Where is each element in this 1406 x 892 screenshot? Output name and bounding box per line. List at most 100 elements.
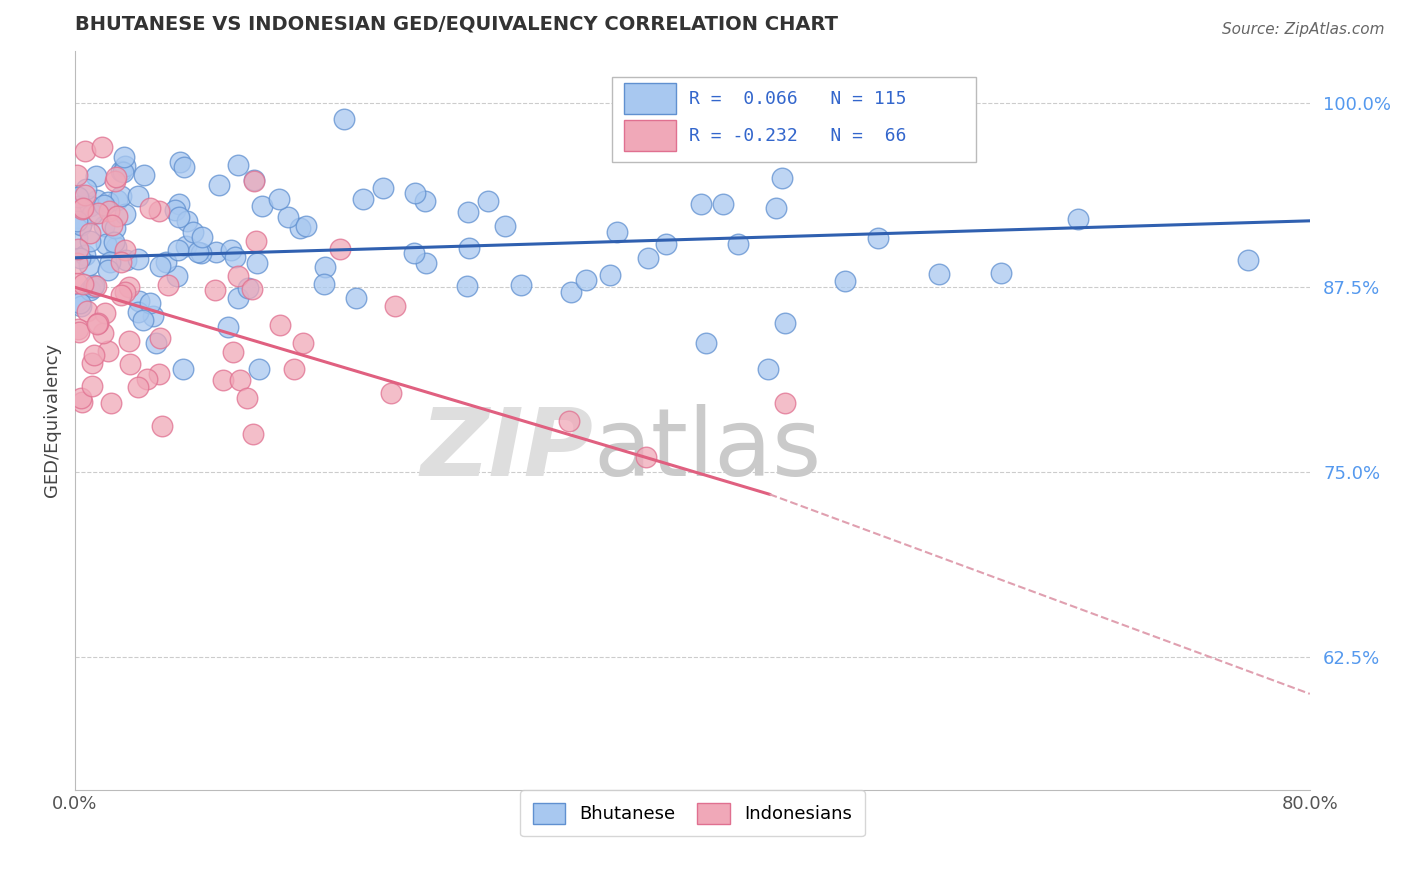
Point	[105, 209, 128, 223]
Text: atlas: atlas	[593, 404, 823, 496]
Point	[226, 291, 249, 305]
Point	[352, 192, 374, 206]
Point	[250, 199, 273, 213]
Point	[606, 225, 628, 239]
Point	[149, 259, 172, 273]
Point	[166, 269, 188, 284]
Point	[205, 245, 228, 260]
Point	[72, 202, 94, 217]
Point	[269, 318, 291, 332]
Point	[243, 173, 266, 187]
Point	[77, 258, 100, 272]
Point	[1237, 252, 1260, 267]
Point	[226, 269, 249, 284]
Point	[240, 282, 263, 296]
Point	[145, 336, 167, 351]
Point	[344, 291, 367, 305]
Point	[765, 201, 787, 215]
Point	[456, 279, 478, 293]
Point	[79, 234, 101, 248]
Point	[727, 237, 749, 252]
Point	[73, 248, 96, 262]
Text: BHUTANESE VS INDONESIAN GED/EQUIVALENCY CORRELATION CHART: BHUTANESE VS INDONESIAN GED/EQUIVALENCY …	[75, 15, 838, 34]
Point	[167, 243, 190, 257]
Point	[127, 252, 149, 266]
Point	[558, 414, 581, 428]
Point	[235, 391, 257, 405]
Point	[67, 322, 90, 336]
Point	[415, 255, 437, 269]
Point	[127, 305, 149, 319]
Point	[118, 357, 141, 371]
Point	[128, 293, 150, 308]
FancyBboxPatch shape	[612, 77, 976, 161]
Point	[773, 395, 796, 409]
Point	[103, 235, 125, 249]
Point	[135, 372, 157, 386]
Point	[94, 306, 117, 320]
Point	[695, 336, 717, 351]
Point	[118, 334, 141, 348]
Point	[73, 144, 96, 158]
Point	[384, 299, 406, 313]
Point	[155, 255, 177, 269]
Point	[773, 316, 796, 330]
Text: Source: ZipAtlas.com: Source: ZipAtlas.com	[1222, 22, 1385, 37]
Point	[457, 205, 479, 219]
Point	[380, 385, 402, 400]
Point	[402, 246, 425, 260]
Point	[291, 336, 314, 351]
Point	[176, 214, 198, 228]
Point	[167, 210, 190, 224]
Point	[101, 218, 124, 232]
Point	[295, 219, 318, 233]
Point	[637, 252, 659, 266]
Point	[148, 204, 170, 219]
Point	[173, 160, 195, 174]
Point	[110, 189, 132, 203]
Legend: Bhutanese, Indonesians: Bhutanese, Indonesians	[520, 790, 865, 837]
Point	[269, 192, 291, 206]
Text: R =  0.066   N = 115: R = 0.066 N = 115	[689, 90, 907, 108]
Point	[114, 243, 136, 257]
Point	[190, 245, 212, 260]
Point	[655, 236, 678, 251]
Point	[94, 236, 117, 251]
Point	[65, 214, 87, 228]
Point	[139, 296, 162, 310]
Point	[599, 268, 621, 282]
Point	[110, 288, 132, 302]
Point	[115, 252, 138, 267]
Point	[66, 190, 89, 204]
Point	[371, 181, 394, 195]
Point	[79, 199, 101, 213]
Point	[770, 171, 793, 186]
Point	[79, 283, 101, 297]
Point	[84, 278, 107, 293]
Point	[560, 285, 582, 300]
Point	[105, 193, 128, 207]
Point	[105, 240, 128, 254]
Point	[142, 309, 165, 323]
Point	[114, 207, 136, 221]
Point	[191, 230, 214, 244]
Point	[208, 178, 231, 193]
Point	[127, 380, 149, 394]
Point	[65, 230, 87, 244]
Point	[283, 361, 305, 376]
Point	[66, 169, 89, 183]
Point	[212, 373, 235, 387]
Point	[83, 347, 105, 361]
Point	[236, 281, 259, 295]
Y-axis label: GED/Equivalency: GED/Equivalency	[44, 343, 60, 498]
Point	[204, 283, 226, 297]
Point	[229, 373, 252, 387]
Point	[66, 294, 89, 309]
Point	[100, 396, 122, 410]
Point	[97, 195, 120, 210]
Point	[69, 295, 91, 310]
Point	[181, 226, 204, 240]
Point	[86, 317, 108, 331]
Point	[70, 218, 93, 232]
Point	[87, 206, 110, 220]
